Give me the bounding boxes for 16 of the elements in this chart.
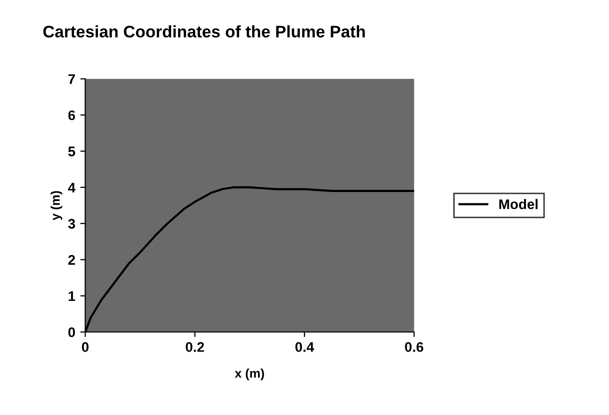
y-tick-label: 5 <box>68 146 76 156</box>
x-tick-label: 0 <box>82 342 89 352</box>
y-tick-label: 0 <box>68 327 75 338</box>
y-tick-label: 2 <box>68 255 75 265</box>
y-tick-label: 3 <box>68 218 76 229</box>
x-axis-title: x (m) <box>234 368 264 380</box>
y-tick-label: 6 <box>68 110 76 120</box>
y-tick-label: 7 <box>68 74 75 84</box>
y-tick-label: 4 <box>68 182 76 192</box>
chart-title: Cartesian Coordinates of the Plume Path <box>43 25 365 38</box>
x-tick-label: 0.4 <box>295 342 314 352</box>
legend-label: Model <box>499 198 538 210</box>
x-tick-label: 0.2 <box>186 342 204 352</box>
x-tick-label: 0.6 <box>405 342 424 352</box>
y-axis-title: y (m) <box>50 191 62 220</box>
y-tick-label: 1 <box>68 291 76 301</box>
